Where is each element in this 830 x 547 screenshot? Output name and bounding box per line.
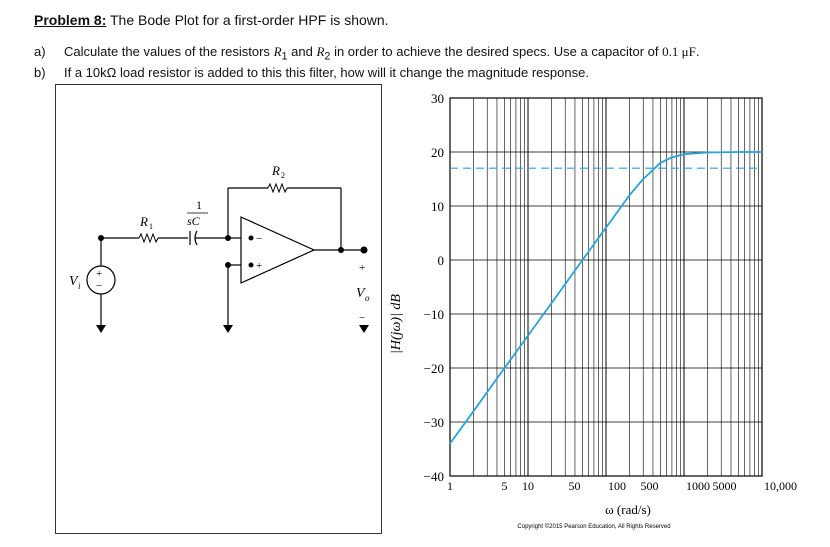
- cap-denominator: sC: [187, 214, 201, 228]
- output-terminal: [360, 246, 368, 254]
- vo-plus: +: [359, 262, 365, 274]
- r2-sub: 2: [281, 171, 285, 180]
- problem-text: The Bode Plot for a first-order HPF is s…: [106, 12, 389, 28]
- r2-label: R: [271, 163, 280, 178]
- magnitude-curve: [449, 151, 762, 445]
- y-axis-label: |H(jω)| dB: [389, 294, 404, 354]
- x-tick-label: 50: [569, 479, 581, 493]
- source-plus: +: [96, 268, 102, 280]
- y-tick-label: −20: [424, 361, 444, 376]
- ground-icon: [96, 325, 106, 333]
- r1-symbol: R: [273, 44, 282, 59]
- question-a-end: .: [695, 44, 700, 59]
- vo-label: V: [356, 286, 366, 301]
- vo-subscript: o: [365, 293, 370, 303]
- y-tick-label: 20: [431, 145, 444, 160]
- opamp-minus: −: [256, 233, 262, 245]
- r1-subscript: 1: [281, 50, 288, 63]
- source-minus: −: [96, 280, 102, 292]
- x-tick-label: 5000: [713, 479, 737, 493]
- x-tick-label: 500: [641, 479, 659, 493]
- question-b-tag: b): [34, 65, 46, 80]
- r2-resistor-icon: [267, 182, 288, 194]
- y-tick-label: −40: [424, 469, 444, 484]
- question-b: b) If a 10kΩ load resistor is added to th…: [34, 65, 589, 80]
- r1-label: R: [139, 214, 148, 229]
- y-tick-label: 0: [438, 253, 445, 268]
- opamp-plus: +: [256, 260, 262, 272]
- r1-resistor-icon: [138, 232, 159, 244]
- bode-plot: 30 20 10 0 −10 −20 −30 −40 1 5 10 50 100 500 1000 5000…: [382, 84, 812, 539]
- question-a-text-1: Calculate the values of the resistors: [64, 44, 274, 59]
- capacitor-value: 0.1 μF: [662, 44, 696, 59]
- r2-subscript: 2: [324, 50, 331, 63]
- y-tick-label: 10: [431, 199, 444, 214]
- vi-subscript: i: [78, 281, 81, 291]
- y-tick-label: −10: [424, 307, 444, 322]
- question-a-text-3: in order to achieve the desired specs. U…: [330, 44, 663, 59]
- r1-sub: 1: [149, 222, 153, 231]
- x-tick-label: 10,000: [764, 479, 797, 493]
- question-a-tag: a): [34, 44, 46, 59]
- cap-numerator: 1: [196, 198, 202, 212]
- y-tick-label: 30: [431, 91, 444, 106]
- problem-heading: Problem 8: The Bode Plot for a first-ord…: [34, 12, 389, 28]
- ground-icon-3: [359, 325, 369, 333]
- ground-icon-2: [223, 325, 233, 333]
- problem-label: Problem 8:: [34, 12, 107, 28]
- x-tick-label: 1000: [686, 479, 710, 493]
- r2-symbol: R: [316, 44, 325, 59]
- circuit-frame: + − V i R 1 1 sC R 2 − +: [55, 84, 382, 534]
- question-b-text: If a 10kΩ load resistor is added to this…: [64, 65, 589, 80]
- y-tick-label: −30: [424, 415, 444, 430]
- question-a-text-2: and: [287, 44, 317, 59]
- vi-label: V: [69, 274, 79, 289]
- question-a: a) Calculate the values of the resistors …: [34, 44, 699, 63]
- x-tick-label: 10: [522, 479, 534, 493]
- circuit-diagram: + − V i R 1 1 sC R 2 − +: [69, 163, 370, 333]
- copyright-text: Copyright ©2015 Pearson Education, All R…: [517, 523, 670, 530]
- op-amp-icon: [240, 216, 316, 284]
- x-tick-label: 100: [608, 479, 626, 493]
- x-axis-label: ω (rad/s): [605, 502, 651, 517]
- vo-minus: −: [359, 312, 365, 324]
- x-tick-label: 1: [447, 479, 453, 493]
- x-tick-label: 5: [502, 479, 508, 493]
